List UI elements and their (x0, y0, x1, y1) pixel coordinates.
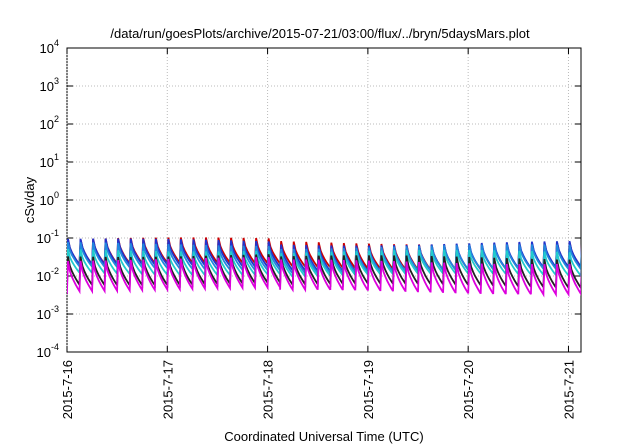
y-tick-label: 10-4 (37, 342, 59, 360)
y-tick-label: 10-3 (37, 304, 59, 322)
grid (66, 47, 581, 353)
plot-area (66, 47, 582, 353)
y-tick-label: 10-1 (37, 228, 59, 246)
x-tick-label: 2015-7-18 (261, 360, 276, 419)
x-tick-label: 2015-7-19 (361, 360, 376, 419)
series-line (67, 257, 581, 298)
x-tick-label: 2015-7-20 (461, 360, 476, 419)
x-tick-label: 2015-7-17 (160, 360, 175, 419)
y-tick-label: 103 (40, 76, 59, 94)
y-tick-label: 100 (40, 190, 59, 208)
x-tick-label: 2015-7-16 (60, 360, 75, 419)
y-axis-label: cSv/day (22, 176, 37, 223)
y-tick-label: 101 (40, 152, 59, 170)
y-tick-labels: 10-4 10-3 10-2 10-1 100 101 102 103 104 (37, 38, 59, 360)
y-tick-label: 102 (40, 114, 59, 132)
x-tick-label: 2015-7-21 (561, 360, 576, 419)
x-axis-label: Coordinated Universal Time (UTC) (224, 429, 423, 444)
y-tick-label: 10-2 (37, 266, 59, 284)
chart-title: /data/run/goesPlots/archive/2015-07-21/0… (110, 26, 530, 41)
x-tick-labels: 2015-7-16 2015-7-17 2015-7-18 2015-7-19 2015… (60, 360, 576, 419)
series-group (67, 237, 581, 298)
y-tick-label: 104 (40, 38, 59, 56)
